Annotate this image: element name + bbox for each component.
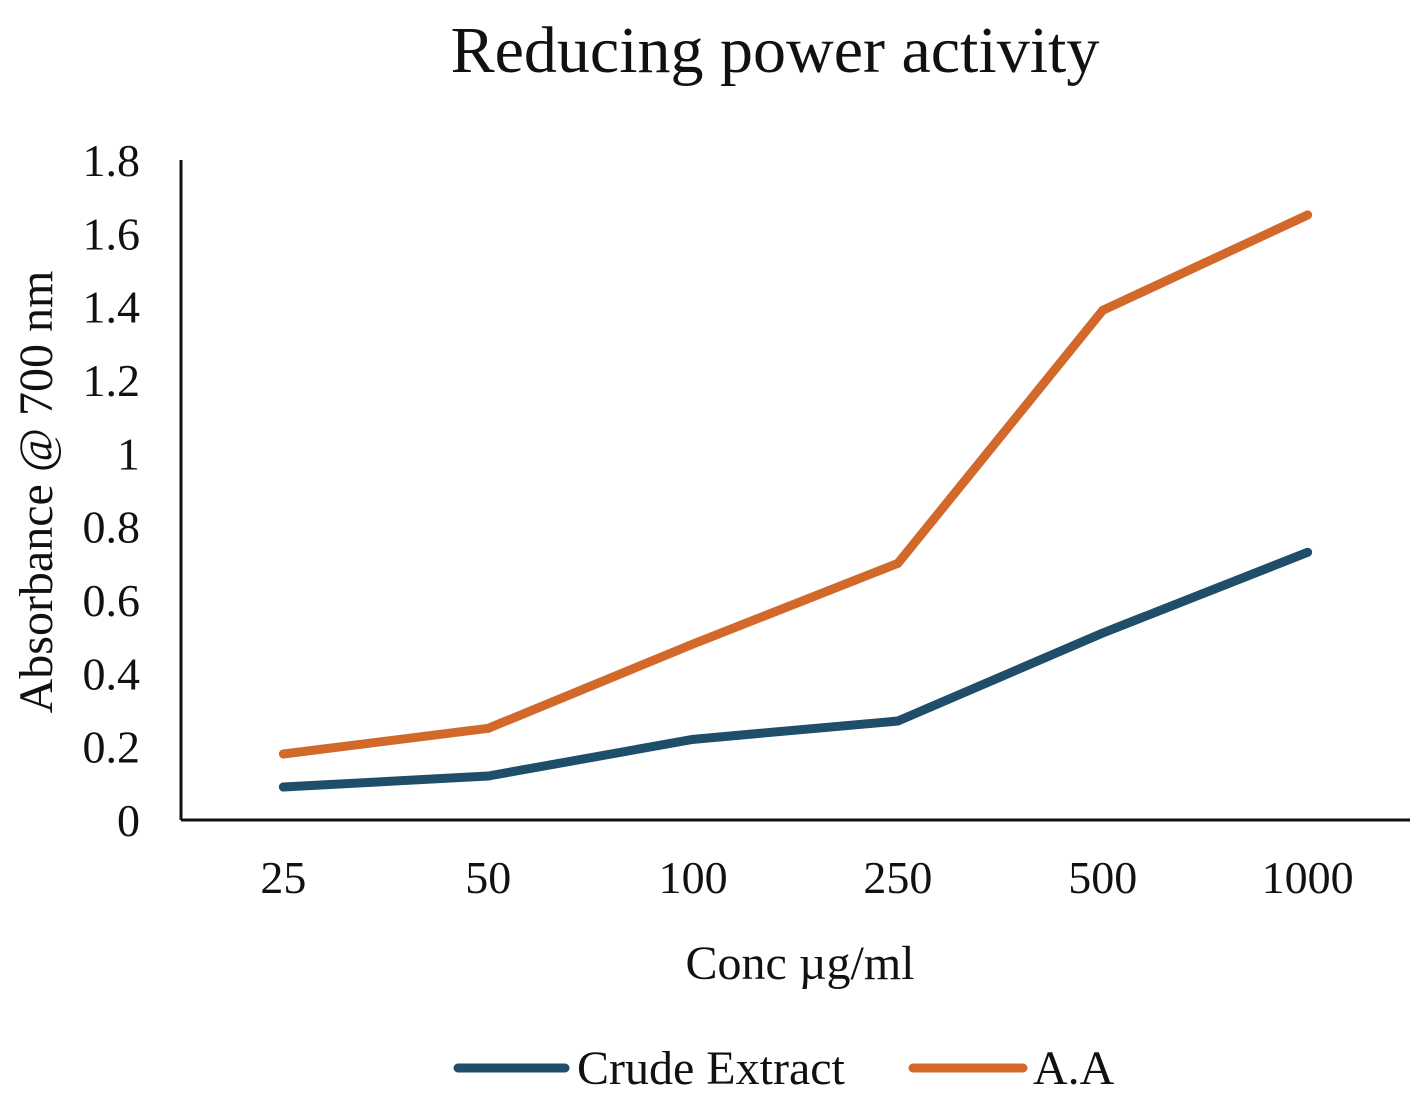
series-line-0 bbox=[278, 547, 1313, 792]
data-point bbox=[893, 558, 903, 568]
legend-label: Crude Extract bbox=[577, 1042, 846, 1095]
data-point bbox=[1098, 305, 1108, 315]
y-tick-label: 0 bbox=[117, 795, 140, 846]
y-tick-label: 0.2 bbox=[83, 722, 141, 773]
legend-label: A.A bbox=[1033, 1042, 1115, 1095]
data-point bbox=[483, 771, 493, 781]
y-tick-label: 0.4 bbox=[83, 648, 141, 699]
x-tick-label: 25 bbox=[260, 852, 306, 903]
data-point bbox=[1098, 628, 1108, 638]
chart-title: Reducing power activity bbox=[451, 14, 1100, 87]
x-tick-label: 1000 bbox=[1262, 852, 1354, 903]
x-axis-title: Conc µg/ml bbox=[686, 937, 915, 990]
series-lines bbox=[278, 210, 1313, 792]
x-tick-label: 100 bbox=[659, 852, 728, 903]
y-tick-label: 1.8 bbox=[83, 135, 141, 186]
x-tick-labels: 25 50 100 250 500 1000 bbox=[260, 852, 1353, 903]
data-point bbox=[483, 723, 493, 733]
data-point bbox=[1303, 210, 1313, 220]
data-point bbox=[1303, 547, 1313, 557]
x-tick-label: 250 bbox=[863, 852, 932, 903]
data-point bbox=[688, 734, 698, 744]
y-tick-labels: 0 0.2 0.4 0.6 0.8 1 1.2 1.4 1.6 1.8 bbox=[83, 135, 141, 846]
axes bbox=[179, 160, 1410, 822]
y-tick-label: 1 bbox=[117, 428, 140, 479]
y-tick-label: 1.4 bbox=[83, 282, 141, 333]
data-point bbox=[893, 716, 903, 726]
x-tick-label: 500 bbox=[1068, 852, 1137, 903]
legend: Crude Extract A.A bbox=[453, 1042, 1115, 1095]
x-tick-label: 50 bbox=[465, 852, 511, 903]
y-tick-label: 0.6 bbox=[83, 575, 141, 626]
data-point bbox=[278, 782, 288, 792]
series-line-1 bbox=[278, 210, 1313, 759]
y-tick-label: 1.6 bbox=[83, 208, 141, 259]
data-point bbox=[278, 749, 288, 759]
y-tick-label: 1.2 bbox=[83, 355, 141, 406]
data-point bbox=[688, 639, 698, 649]
y-tick-label: 0.8 bbox=[83, 502, 141, 553]
y-axis-title: Absorbance @ 700 nm bbox=[10, 271, 63, 714]
